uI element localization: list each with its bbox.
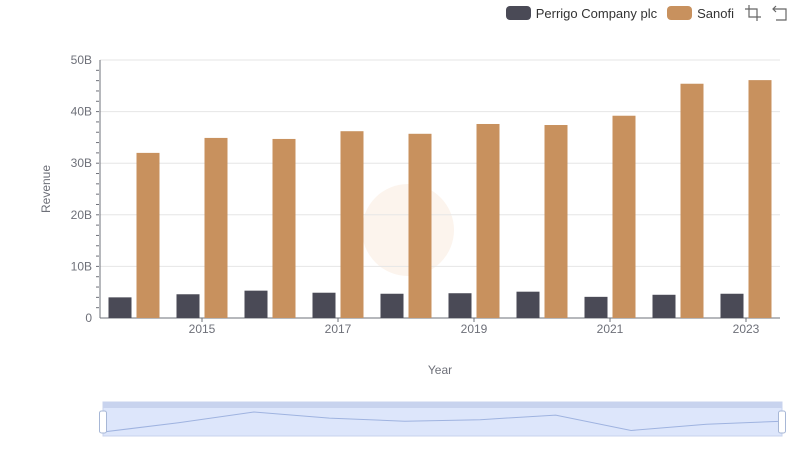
bar-perrigo-2016[interactable] bbox=[244, 290, 268, 318]
bar-perrigo-2017[interactable] bbox=[312, 292, 336, 318]
y-tick-label: 10B bbox=[71, 259, 92, 273]
bar-perrigo-2018[interactable] bbox=[380, 293, 404, 318]
data-zoom-slider[interactable] bbox=[99, 401, 786, 437]
x-axis-title: Year bbox=[428, 363, 452, 377]
bar-perrigo-2023[interactable] bbox=[720, 293, 744, 318]
y-tick-label: 50B bbox=[71, 53, 92, 67]
bar-sanofi-2023[interactable] bbox=[748, 80, 772, 319]
bar-sanofi-2015[interactable] bbox=[204, 137, 228, 318]
legend-swatch-sanofi bbox=[667, 6, 693, 20]
bar-perrigo-2015[interactable] bbox=[176, 294, 200, 318]
restore-icon[interactable] bbox=[772, 4, 790, 22]
x-axis: 2015 2017 2019 2021 2023 bbox=[100, 317, 780, 336]
y-tick-label: 0 bbox=[85, 311, 92, 325]
bar-sanofi-2019[interactable] bbox=[476, 123, 500, 318]
bar-sanofi-2022[interactable] bbox=[680, 83, 704, 319]
y-tick-label: 30B bbox=[71, 156, 92, 170]
y-tick-label: 40B bbox=[71, 105, 92, 119]
y-tick-label: 20B bbox=[71, 208, 92, 222]
bar-perrigo-2021[interactable] bbox=[584, 296, 608, 318]
bars-group bbox=[108, 80, 772, 319]
y-axis-title: Revenue bbox=[39, 165, 53, 213]
x-tick-label: 2023 bbox=[733, 322, 760, 336]
x-tick-label: 2019 bbox=[461, 322, 488, 336]
chart-legend: Perrigo Company plc Sanofi bbox=[505, 4, 790, 22]
zoom-handle-left[interactable] bbox=[99, 410, 107, 434]
bar-sanofi-2018[interactable] bbox=[408, 133, 432, 318]
y-axis: 0 10B 20B 30B 40B 50B bbox=[71, 53, 101, 325]
bar-perrigo-2022[interactable] bbox=[652, 294, 676, 318]
zoom-icon[interactable] bbox=[744, 4, 762, 22]
x-tick-label: 2021 bbox=[597, 322, 624, 336]
watermark-logo bbox=[362, 184, 454, 276]
bar-sanofi-2014[interactable] bbox=[136, 152, 160, 318]
x-tick-label: 2017 bbox=[325, 322, 352, 336]
bar-sanofi-2020[interactable] bbox=[544, 125, 568, 319]
bar-perrigo-2020[interactable] bbox=[516, 291, 540, 318]
bar-sanofi-2017[interactable] bbox=[340, 131, 364, 318]
zoom-handle-right[interactable] bbox=[778, 410, 786, 434]
legend-label-sanofi: Sanofi bbox=[697, 5, 734, 21]
legend-swatch-perrigo bbox=[505, 6, 531, 20]
bar-sanofi-2016[interactable] bbox=[272, 138, 296, 318]
legend-item-perrigo[interactable]: Perrigo Company plc bbox=[505, 5, 658, 21]
legend-label-perrigo: Perrigo Company plc bbox=[535, 5, 658, 21]
zoom-overview-line bbox=[102, 411, 783, 433]
zoom-top-bar[interactable] bbox=[103, 402, 782, 408]
bar-perrigo-2014[interactable] bbox=[108, 297, 132, 318]
x-tick-label: 2015 bbox=[189, 322, 216, 336]
bar-sanofi-2021[interactable] bbox=[612, 115, 636, 318]
bar-perrigo-2019[interactable] bbox=[448, 293, 472, 318]
legend-item-sanofi[interactable]: Sanofi bbox=[667, 6, 734, 21]
